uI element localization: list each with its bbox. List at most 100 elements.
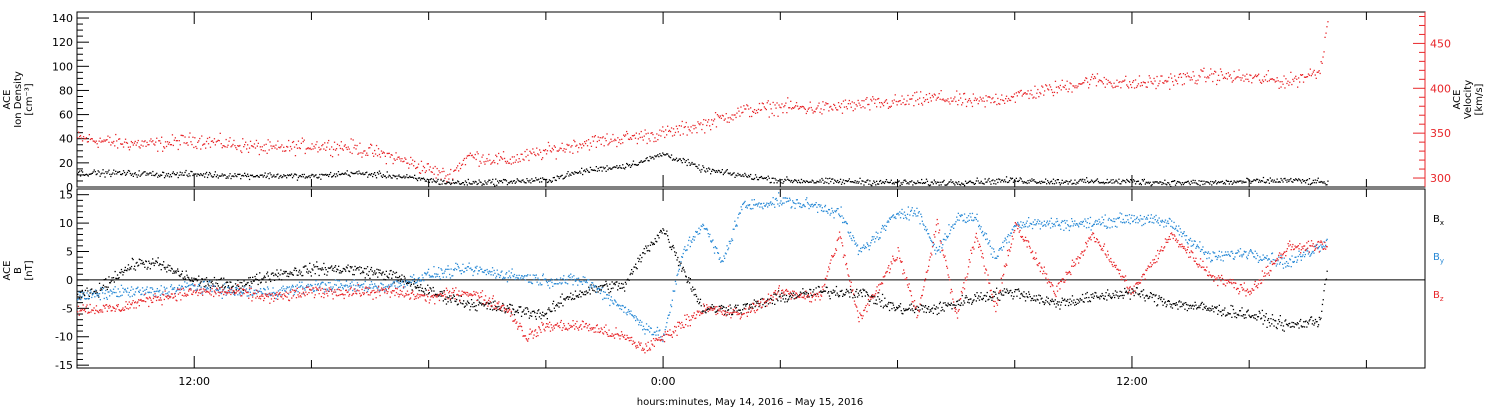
density-series-point: [780, 182, 782, 184]
density-series-point: [1055, 182, 1058, 184]
bx-series-point: [831, 292, 833, 294]
by-series-point: [105, 296, 108, 299]
bx-series-point: [609, 291, 612, 293]
by-series-point: [474, 266, 477, 268]
bx-series-point: [929, 309, 931, 311]
bx-series-point: [772, 299, 774, 301]
density-series-point: [1101, 182, 1103, 184]
density-series-point: [1035, 181, 1037, 183]
by-series-point: [579, 281, 581, 283]
velocity-series-point: [77, 137, 79, 139]
bx-series-point: [366, 273, 368, 275]
bx-series-point: [924, 306, 926, 308]
velocity-series-point: [230, 146, 232, 148]
by-series-point: [326, 288, 328, 290]
density-series-point: [238, 173, 240, 176]
bx-series-point: [866, 291, 868, 294]
bx-series-point: [531, 310, 534, 313]
velocity-series-point: [1175, 80, 1178, 82]
velocity-series-point: [786, 112, 788, 114]
velocity-series-point: [1210, 68, 1212, 70]
bx-series-point: [354, 265, 356, 268]
density-series-point: [529, 179, 531, 181]
density-series-point: [408, 176, 410, 179]
by-series-point: [262, 293, 264, 295]
bx-series-point: [1293, 326, 1295, 328]
bx-series-point: [91, 288, 93, 290]
bx-series-point: [1228, 313, 1231, 315]
density-series-point: [215, 176, 217, 178]
bx-series-point: [959, 304, 961, 306]
density-series-point: [1106, 178, 1108, 181]
bx-series-point: [329, 267, 331, 269]
by-series-point: [173, 288, 175, 290]
density-series-point: [835, 180, 837, 182]
bx-series-point: [379, 269, 381, 271]
velocity-series-point: [1080, 83, 1082, 85]
bx-series-point: [275, 274, 277, 276]
velocity-series-point: [950, 97, 952, 99]
by-series-point: [125, 290, 127, 292]
by-series-point: [161, 293, 163, 295]
density-series-point: [195, 173, 197, 175]
bx-series-point: [310, 275, 312, 277]
bx-series-point: [577, 295, 579, 297]
velocity-series-point: [211, 140, 214, 142]
by-series-point: [134, 291, 137, 293]
density-series-point: [1045, 178, 1047, 180]
bx-series-point: [708, 308, 710, 310]
by-series-point: [338, 286, 340, 289]
bx-series-point: [1027, 296, 1029, 299]
bx-series-point: [1095, 292, 1097, 294]
density-series-point: [593, 169, 595, 171]
bx-series-point: [1002, 290, 1004, 292]
density-series-point: [445, 183, 447, 185]
by-series-point: [234, 294, 236, 296]
density-series-point: [922, 182, 925, 184]
density-series-point: [748, 174, 750, 177]
bx-series-point: [751, 306, 753, 308]
velocity-series-point: [1283, 75, 1285, 77]
bx-series-point: [126, 270, 128, 272]
bx-series-point: [587, 291, 589, 294]
bx-series-point: [798, 295, 800, 297]
velocity-series-point: [203, 143, 205, 145]
velocity-series-point: [1251, 82, 1253, 84]
bx-series-point: [324, 267, 326, 269]
bx-series-point: [1222, 313, 1224, 315]
bx-series-point: [538, 309, 540, 311]
by-series-point: [625, 312, 627, 314]
velocity-series-point: [1043, 94, 1045, 96]
bx-series-point: [722, 305, 724, 308]
bx-series-point: [554, 310, 556, 312]
bx-series-point: [365, 268, 367, 270]
velocity-series-point: [540, 151, 542, 153]
velocity-axis-label-line: Velocity: [1463, 80, 1474, 119]
velocity-series-point: [271, 147, 273, 150]
bx-series-point: [531, 315, 533, 317]
bx-series-point: [123, 269, 126, 271]
velocity-series-point: [447, 174, 449, 176]
velocity-series-point: [564, 151, 566, 153]
velocity-series-point: [968, 98, 971, 100]
velocity-series-point: [955, 100, 957, 103]
bx-series-point: [140, 262, 142, 265]
density-series-point: [1090, 179, 1093, 181]
velocity-series-point: [431, 171, 433, 173]
bx-series-point: [927, 308, 929, 310]
velocity-series-point: [846, 108, 848, 110]
density-series-point: [97, 170, 99, 172]
density-series-point: [741, 175, 743, 177]
bx-series-point: [1182, 304, 1185, 306]
by-series-point: [580, 281, 582, 283]
bx-series-point: [652, 243, 654, 246]
density-series-point: [363, 173, 365, 176]
velocity-series-point: [588, 149, 591, 151]
bx-series-point: [1164, 301, 1167, 303]
bx-series-point: [406, 282, 409, 284]
density-series-point: [288, 174, 290, 177]
density-series-point: [414, 174, 416, 176]
bx-series-point: [753, 299, 755, 301]
bx-series-point: [434, 293, 437, 295]
velocity-series-point: [171, 134, 174, 136]
